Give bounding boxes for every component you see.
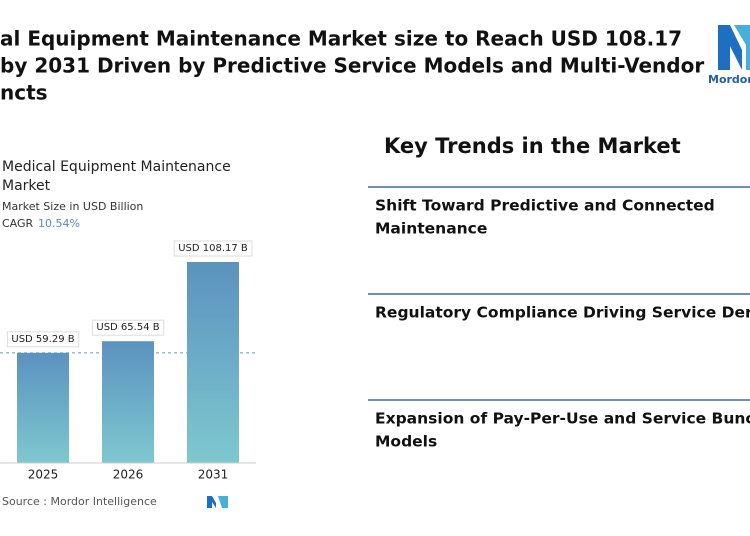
value-label-box [173, 240, 253, 257]
chart-title: Medical Equipment Maintenance [2, 159, 231, 175]
chart-title: Market [2, 178, 51, 194]
bar [102, 341, 154, 463]
logo-icon [718, 25, 750, 70]
trend-item: Regulatory Compliance Driving Service De… [375, 304, 750, 322]
value-label-box [6, 331, 80, 348]
page-title: by 2031 Driven by Predictive Service Mod… [0, 54, 704, 78]
value-label: USD 59.29 B [11, 334, 74, 345]
chart-subtitle: Market Size in USD Billion [2, 200, 143, 213]
source-logo [207, 496, 228, 508]
page-title: al Equipment Maintenance Market size to … [0, 27, 682, 51]
value-label: USD 108.17 B [178, 243, 248, 254]
trend-item: Expansion of Pay-Per-Use and Service Bun… [375, 410, 750, 428]
bar [187, 262, 239, 463]
cagr-value: 10.54% [38, 217, 80, 230]
x-tick-label: 2031 [198, 468, 229, 482]
x-tick-label: 2025 [28, 468, 59, 482]
trends-title: Key Trends in the Market [384, 134, 681, 158]
value-label-box [91, 319, 165, 336]
value-label: USD 65.54 B [96, 322, 159, 333]
logo-text: Mordor [708, 73, 750, 86]
bar [17, 352, 69, 463]
trend-item: Maintenance [375, 220, 487, 238]
trend-item: Models [375, 433, 437, 451]
cagr-label: CAGR [2, 217, 34, 230]
trend-item: Shift Toward Predictive and Connected [375, 197, 715, 215]
page-title: ncts [0, 81, 48, 105]
x-tick-label: 2026 [113, 468, 144, 482]
source: Source : Mordor Intelligence [2, 495, 157, 508]
